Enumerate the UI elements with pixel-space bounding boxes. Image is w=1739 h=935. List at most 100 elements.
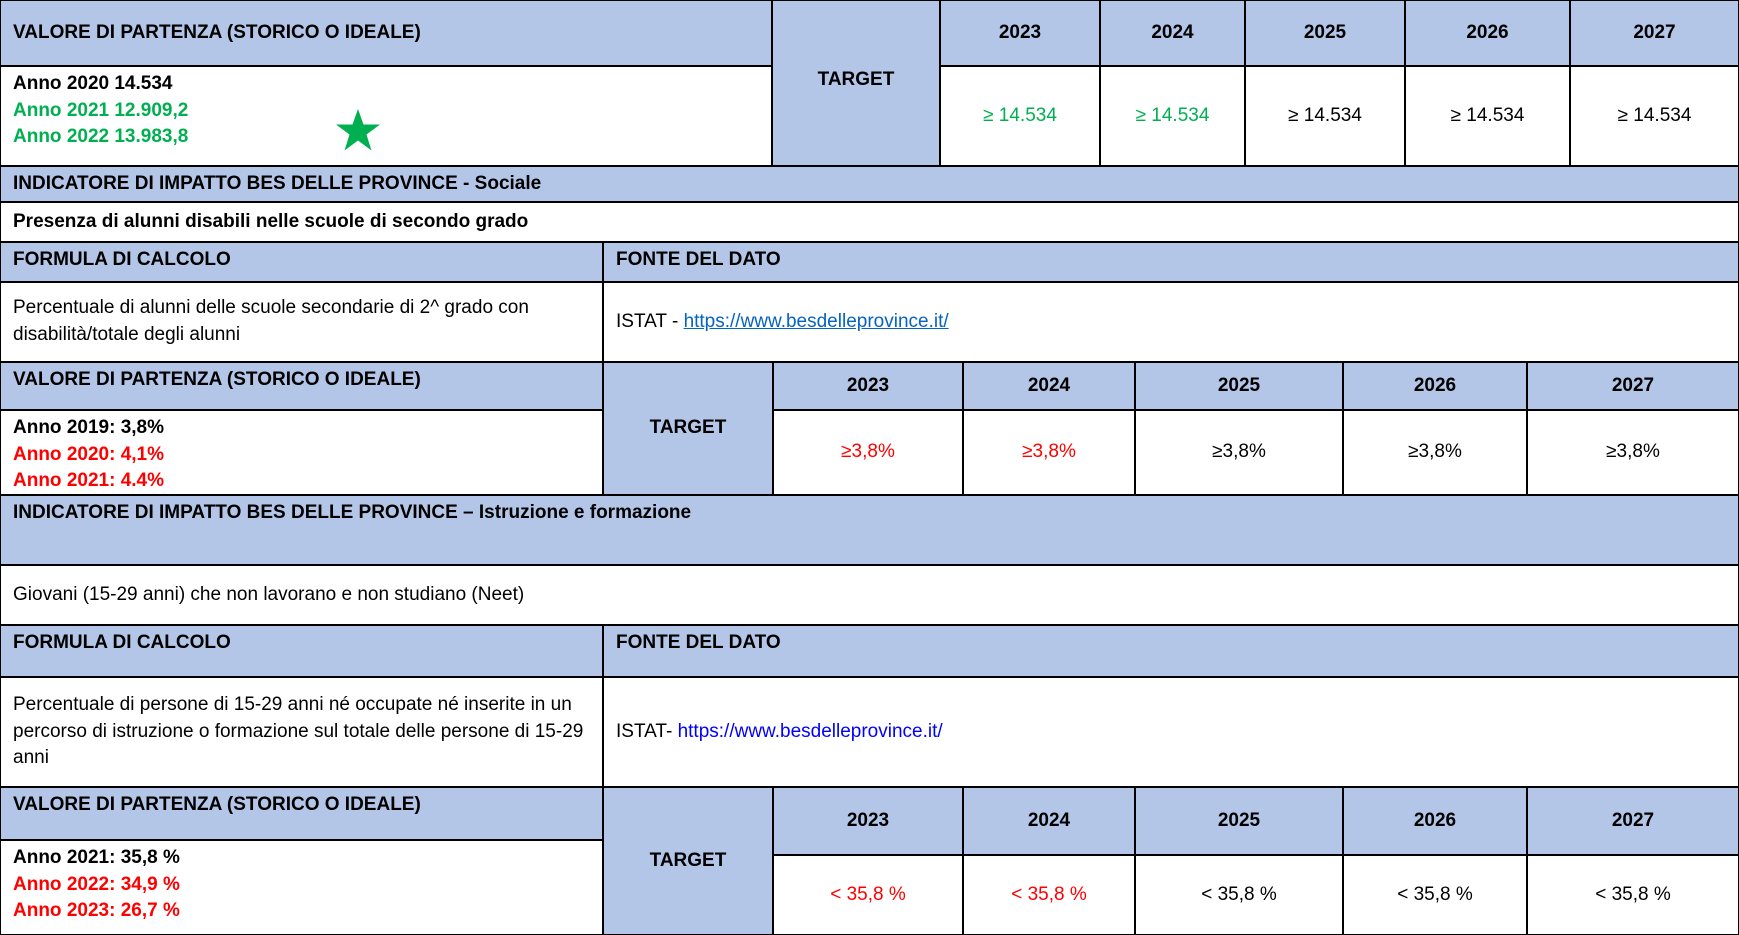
baseline-header: VALORE DI PARTENZA (STORICO O IDEALE) <box>13 369 421 390</box>
year-label: 2023 <box>846 374 890 396</box>
formula-header: FORMULA DI CALCOLO <box>13 249 231 270</box>
year-label: 2027 <box>1611 809 1655 831</box>
source-header-cell: FONTE DEL DATO <box>603 625 1739 677</box>
target-value-cell: ≥ 14.534 <box>1570 66 1739 166</box>
target-value: ≥ 14.534 <box>1450 104 1525 126</box>
target-label: TARGET <box>649 849 727 871</box>
target-value: ≥3,8% <box>1408 441 1462 463</box>
baseline-line: Anno 2022 13.983,8 <box>13 126 189 148</box>
target-value-cell: ≥3,8% <box>1135 410 1343 495</box>
baseline-line: Anno 2021: 4.4% <box>13 470 164 492</box>
target-value: ≥3,8% <box>841 441 895 463</box>
target-value: ≥ 14.534 <box>983 104 1057 126</box>
target-value: ≥3,8% <box>1212 441 1266 463</box>
baseline-cell: Anno 2020 14.534 Anno 2021 12.909,2 Anno 2… <box>0 66 772 166</box>
year-cell: 2026 <box>1405 0 1570 66</box>
target-value: < 35,8 % <box>1595 883 1671 905</box>
year-label: 2026 <box>1413 374 1457 396</box>
target-value-cell: ≥ 14.534 <box>1405 66 1570 166</box>
target-value: < 35,8 % <box>1011 883 1087 905</box>
target-value-cell: < 35,8 % <box>1527 855 1739 935</box>
baseline-cell: Anno 2021: 35,8 % Anno 2022: 34,9 % Anno 2… <box>0 840 603 935</box>
source-cell: ISTAT - https://www.besdelleprovince.it/ <box>603 282 1739 362</box>
target-value: < 35,8 % <box>1397 883 1473 905</box>
baseline-cell: Anno 2019: 3,8% Anno 2020: 4,1% Anno 2021:… <box>0 410 603 495</box>
source-link[interactable]: https://www.besdelleprovince.it/ <box>683 310 949 332</box>
year-label: 2024 <box>1151 21 1194 43</box>
target-value: ≥3,8% <box>1606 441 1660 463</box>
target-value: ≥ 14.534 <box>1135 104 1210 126</box>
target-cell: TARGET <box>603 362 773 495</box>
formula-header-cell: FORMULA DI CALCOLO <box>0 242 603 282</box>
year-cell: 2024 <box>963 787 1135 855</box>
indicator-title-cell: INDICATORE DI IMPATTO BES DELLE PROVINCE… <box>0 166 1739 202</box>
baseline-header-cell: VALORE DI PARTENZA (STORICO O IDEALE) <box>0 787 603 840</box>
source-header-cell: FONTE DEL DATO <box>603 242 1739 282</box>
target-value-cell: < 35,8 % <box>1135 855 1343 935</box>
indicator-name-cell: Giovani (15-29 anni) che non lavorano e … <box>0 565 1739 625</box>
source-cell: ISTAT- https://www.besdelleprovince.it/ <box>603 677 1739 787</box>
year-label: 2025 <box>1303 21 1347 43</box>
formula-text: Percentuale di persone di 15-29 anni né … <box>13 694 584 769</box>
baseline-line: Anno 2020: 4,1% <box>13 443 164 465</box>
target-cell: TARGET <box>603 787 773 935</box>
indicator-name: Presenza di alunni disabili nelle scuole… <box>13 210 529 232</box>
formula-header-cell: FORMULA DI CALCOLO <box>0 625 603 677</box>
target-value-cell: ≥3,8% <box>1527 410 1739 495</box>
year-cell: 2025 <box>1135 362 1343 410</box>
formula-cell: Percentuale di alunni delle scuole secon… <box>0 282 603 362</box>
target-value-cell: ≥3,8% <box>773 410 963 495</box>
formula-cell: Percentuale di persone di 15-29 anni né … <box>0 677 603 787</box>
target-value-cell: < 35,8 % <box>1343 855 1527 935</box>
target-value-cell: < 35,8 % <box>773 855 963 935</box>
formula-header: FORMULA DI CALCOLO <box>13 632 231 653</box>
year-cell: 2023 <box>773 362 963 410</box>
source-prefix: ISTAT- <box>616 720 678 742</box>
baseline-line: Anno 2021 12.909,2 <box>13 99 189 121</box>
source-prefix: ISTAT - <box>616 310 684 332</box>
year-label: 2027 <box>1611 374 1655 396</box>
source-header: FONTE DEL DATO <box>616 632 781 653</box>
target-cell: TARGET <box>772 0 940 166</box>
year-cell: 2027 <box>1527 362 1739 410</box>
year-cell: 2026 <box>1343 362 1527 410</box>
year-label: 2024 <box>1027 809 1071 831</box>
baseline-line: Anno 2023: 26,7 % <box>13 900 180 922</box>
baseline-line: Anno 2019: 3,8% <box>13 417 164 438</box>
indicator-title: INDICATORE DI IMPATTO BES DELLE PROVINCE… <box>13 502 692 523</box>
baseline-line: Anno 2022: 34,9 % <box>13 873 180 895</box>
indicator-title: INDICATORE DI IMPATTO BES DELLE PROVINCE… <box>13 173 542 194</box>
header-text: VALORE DI PARTENZA (STORICO O IDEALE) <box>13 21 421 43</box>
baseline-line: Anno 2021: 35,8 % <box>13 847 180 868</box>
year-label: 2025 <box>1217 374 1261 396</box>
year-cell: 2027 <box>1527 787 1739 855</box>
year-cell: 2024 <box>963 362 1135 410</box>
target-value-cell: ≥ 14.534 <box>1100 66 1245 166</box>
year-cell: 2025 <box>1245 0 1405 66</box>
target-value: ≥ 14.534 <box>1288 104 1362 126</box>
source-link[interactable]: https://www.besdelleprovince.it/ <box>677 720 943 742</box>
target-value-cell: ≥ 14.534 <box>1245 66 1405 166</box>
year-cell: 2023 <box>773 787 963 855</box>
year-cell: 2026 <box>1343 787 1527 855</box>
target-value-cell: ≥3,8% <box>963 410 1135 495</box>
indicator-name-cell: Presenza di alunni disabili nelle scuole… <box>0 202 1739 242</box>
target-value-cell: < 35,8 % <box>963 855 1135 935</box>
year-cell: 2023 <box>940 0 1100 66</box>
header-cell: VALORE DI PARTENZA (STORICO O IDEALE) <box>0 0 772 66</box>
indicator-title-cell: INDICATORE DI IMPATTO BES DELLE PROVINCE… <box>0 495 1739 565</box>
target-value: ≥ 14.534 <box>1617 104 1692 126</box>
year-label: 2026 <box>1466 21 1509 43</box>
target-value: ≥3,8% <box>1022 441 1076 463</box>
target-value-cell: ≥3,8% <box>1343 410 1527 495</box>
formula-text: Percentuale di alunni delle scuole secon… <box>13 297 529 345</box>
year-cell: 2024 <box>1100 0 1245 66</box>
star-icon <box>336 109 380 151</box>
year-label: 2023 <box>846 809 890 831</box>
year-label: 2023 <box>998 21 1042 43</box>
target-value: < 35,8 % <box>1201 883 1277 905</box>
target-value-cell: ≥ 14.534 <box>940 66 1100 166</box>
year-label: 2026 <box>1413 809 1457 831</box>
baseline-line: Anno 2020 14.534 <box>13 73 173 94</box>
